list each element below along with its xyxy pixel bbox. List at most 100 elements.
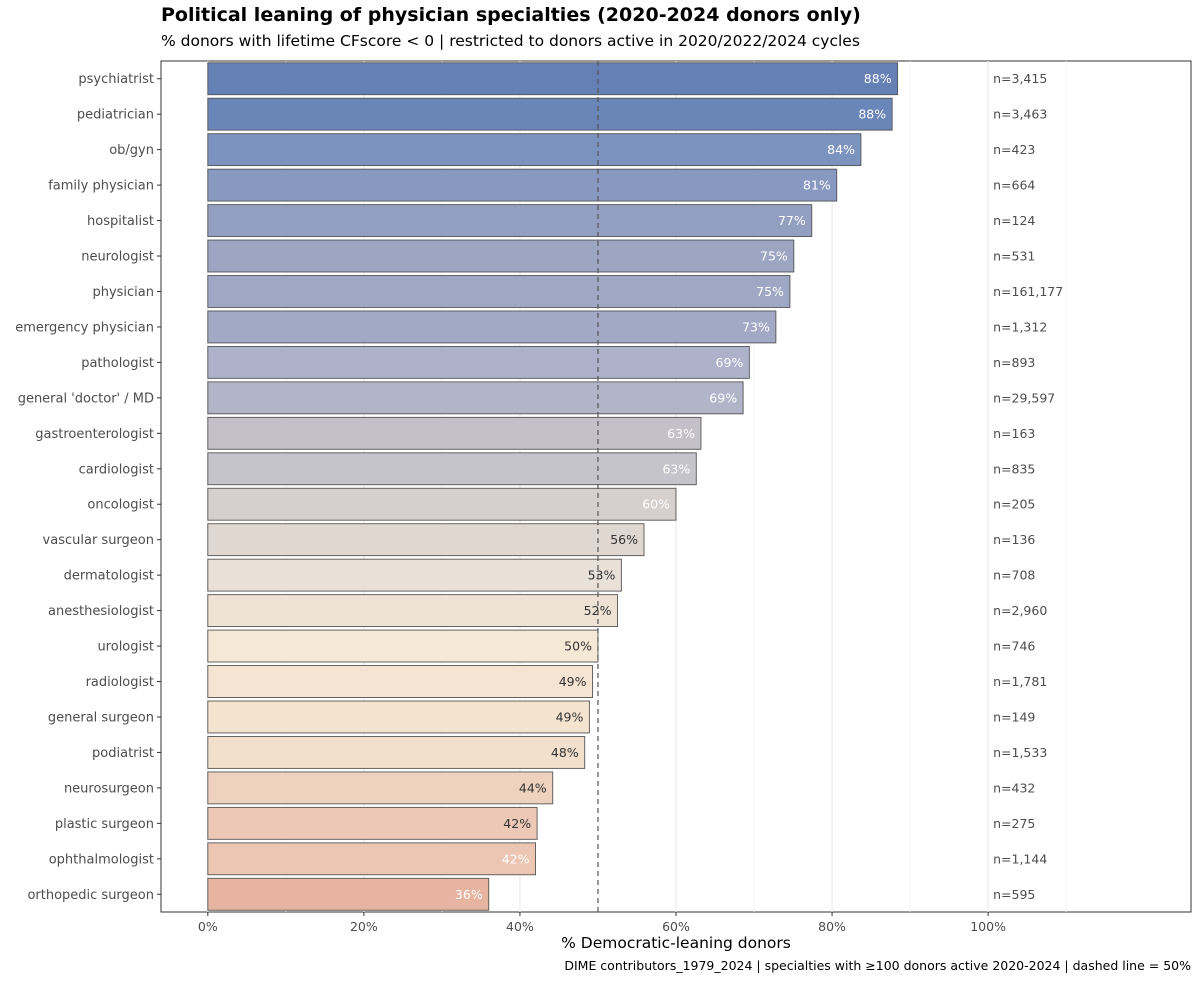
n-label: n=1,781 [993,674,1047,689]
n-label: n=531 [993,249,1035,264]
y-tick-label: hospitalist [87,214,154,229]
y-tick-label: ob/gyn [109,143,154,158]
bar [207,204,813,237]
y-axis-labels: psychiatrist pediatrician ob/gyn family phy… [15,72,161,903]
bar-value-label: 49% [559,674,587,689]
gridlines [207,61,1067,912]
y-tick-label: physician [92,285,154,300]
x-tick-label: 100% [970,919,1006,934]
y-tick-label: pediatrician [77,108,154,123]
bar [207,416,702,450]
y-tick-label: emergency physician [15,320,154,335]
n-label: n=136 [993,532,1035,547]
n-label: n=29,597 [993,390,1055,405]
y-tick-label: gastroenterologist [35,427,154,442]
n-label: n=1,533 [993,745,1047,760]
n-label: n=205 [993,497,1035,512]
bar-value-label: 88% [864,71,892,86]
bar-value-label: 56% [610,532,638,547]
x-tick-label: 60% [662,919,690,934]
bar-value-label: 81% [803,178,831,193]
n-label: n=1,312 [993,319,1047,334]
bar [207,133,862,167]
chart-caption: DIME contributors_1979_2024 | specialtie… [564,958,1191,973]
bar-value-label: 73% [742,319,770,334]
y-tick-label: general 'doctor' / MD [18,391,154,406]
bar [207,239,795,273]
bar [207,62,899,96]
bar [207,665,593,698]
bar [207,558,622,592]
y-tick-label: cardiologist [79,462,154,477]
x-axis-labels: 0% 20% 40% 60% 80% 100% [198,912,1006,934]
n-label: n=1,144 [993,851,1047,866]
bar-value-label: 84% [827,142,855,157]
n-label: n=2,960 [993,603,1047,618]
y-tick-label: oncologist [87,498,154,513]
bar [207,487,677,521]
bar-value-label: 50% [564,639,592,654]
bar [207,275,791,308]
n-label: n=423 [993,142,1035,157]
y-tick-label: orthopedic surgeon [27,888,154,903]
n-label: n=708 [993,568,1035,583]
n-label: n=664 [993,178,1035,193]
bar-value-label: 63% [662,461,690,476]
y-tick-label: psychiatrist [78,72,154,87]
bar [207,771,554,805]
bar-value-label: 49% [556,709,584,724]
bar [207,842,536,876]
bar [207,877,490,911]
n-label: n=3,415 [993,71,1047,86]
bar-value-label: 75% [760,249,788,264]
bar [207,806,538,840]
bar-value-label: 42% [502,851,530,866]
bar [207,594,618,628]
bar-value-label: 69% [709,390,737,405]
bar [207,700,590,734]
n-label: n=893 [993,355,1035,370]
bar-value-label: 60% [642,497,670,512]
n-label: n=275 [993,816,1035,831]
y-tick-label: family physician [48,179,154,194]
bar-value-label: 52% [584,603,612,618]
bar [207,523,645,557]
n-label: n=3,463 [993,107,1047,122]
bar [207,381,744,415]
bar-labels: 88% n=3,415 88% n=3,463 84% n=423 81% n=664 77% n… [455,71,1063,902]
y-tick-label: neurologist [81,250,154,265]
n-label: n=163 [993,426,1035,441]
x-tick-label: 20% [350,919,378,934]
bar [207,345,750,379]
bar-value-label: 44% [519,780,547,795]
n-label: n=124 [993,213,1035,228]
bar-value-label: 63% [667,426,695,441]
bar-value-label: 88% [858,107,886,122]
x-axis-title: % Democratic-leaning donors [561,934,791,952]
bar [207,310,777,344]
x-tick-label: 40% [506,919,534,934]
y-tick-label: urologist [97,640,154,655]
bar-value-label: 53% [588,568,616,583]
bar [207,629,599,663]
n-label: n=149 [993,709,1035,724]
y-tick-label: ophthalmologist [49,852,154,867]
bar [207,736,586,769]
y-tick-label: vascular surgeon [43,533,154,548]
bar-value-label: 75% [756,284,784,299]
n-label: n=835 [993,461,1035,476]
n-label: n=161,177 [993,284,1063,299]
y-tick-label: anesthesiologist [48,604,154,619]
y-tick-label: plastic surgeon [55,817,154,832]
n-label: n=595 [993,887,1035,902]
bar-value-label: 36% [455,887,483,902]
bar [207,97,893,131]
bar-value-label: 77% [778,213,806,228]
chart-subtitle: % donors with lifetime CFscore < 0 | res… [161,32,860,50]
y-tick-label: radiologist [86,675,154,690]
x-tick-label: 0% [198,919,218,934]
y-tick-label: neurosurgeon [64,781,154,796]
bar [207,168,838,202]
n-label: n=746 [993,639,1035,654]
